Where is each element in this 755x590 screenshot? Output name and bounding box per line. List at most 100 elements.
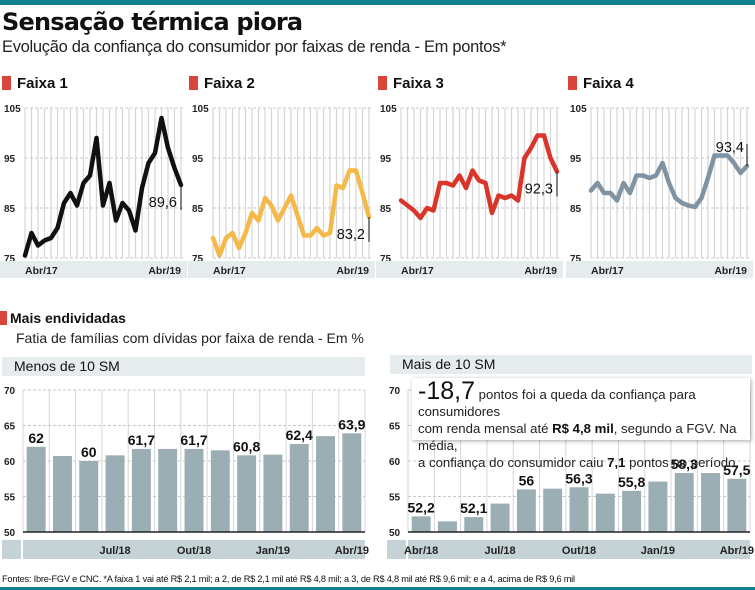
section-title: Mais endividadas bbox=[0, 310, 126, 326]
bar bbox=[727, 478, 747, 532]
bottom-accent-bar bbox=[0, 587, 755, 590]
x-tick-label: Abr/19 bbox=[720, 545, 754, 557]
bar bbox=[158, 448, 178, 532]
bar bbox=[316, 436, 336, 532]
y-tick-label: 85 bbox=[570, 204, 582, 215]
x-axis-band-stub bbox=[387, 540, 406, 559]
x-tick-label: Jan/19 bbox=[641, 545, 675, 557]
data-point bbox=[140, 186, 144, 190]
bar-value-label: 52,2 bbox=[408, 499, 435, 515]
data-point bbox=[121, 201, 124, 205]
annotation-bold: R$ 4,8 mil bbox=[552, 421, 614, 436]
y-tick-label: 85 bbox=[380, 204, 392, 215]
y-tick-label: 95 bbox=[380, 154, 392, 165]
data-point bbox=[160, 116, 163, 120]
data-point bbox=[622, 181, 625, 185]
annotation-line-3: a confiança do consumidor caiu 7,1 ponto… bbox=[418, 454, 744, 471]
line-chart-faixa-1: 75 85 95 105 Abr/17 Abr/19 89,6 bbox=[0, 104, 187, 278]
bar bbox=[263, 454, 283, 532]
page-subtitle: Evolução da confiança do consumidor por … bbox=[2, 38, 507, 56]
data-point bbox=[667, 181, 671, 185]
data-point bbox=[276, 219, 280, 222]
annotation-text: pontos no período bbox=[625, 455, 736, 470]
annotation-text: , segundo a FGV. Na média, bbox=[418, 421, 737, 453]
data-point bbox=[661, 161, 664, 165]
data-point bbox=[635, 174, 638, 177]
data-point bbox=[412, 209, 416, 212]
data-point bbox=[615, 199, 619, 202]
data-point bbox=[687, 204, 690, 207]
y-tick-label: 60 bbox=[4, 457, 16, 468]
data-point bbox=[270, 204, 273, 207]
y-tick-label: 70 bbox=[4, 386, 16, 397]
data-point bbox=[648, 176, 651, 180]
bar bbox=[184, 448, 204, 532]
y-tick-label: 50 bbox=[389, 528, 401, 539]
data-point bbox=[361, 191, 364, 195]
y-tick-label: 65 bbox=[4, 422, 16, 433]
data-point bbox=[88, 174, 92, 177]
data-point bbox=[542, 134, 546, 137]
data-point bbox=[341, 186, 345, 190]
bar bbox=[464, 517, 484, 532]
data-point bbox=[218, 254, 221, 257]
annotation-text: com renda mensal até bbox=[418, 421, 553, 436]
annotation-line-1: -18,7 pontos foi a queda da confiança pa… bbox=[418, 377, 744, 420]
data-point bbox=[43, 239, 46, 242]
bar-value-label: 61,7 bbox=[180, 432, 207, 448]
y-tick-label: 75 bbox=[380, 254, 392, 265]
data-point bbox=[693, 205, 697, 209]
data-point bbox=[322, 234, 325, 237]
section-subtitle: Fatia de famílias com dívidas por faixa … bbox=[16, 330, 364, 346]
bar-value-label: 63,9 bbox=[338, 416, 365, 432]
red-square-marker bbox=[2, 76, 11, 90]
bar-panel-header-menos: Menos de 10 SM bbox=[2, 357, 365, 376]
data-point bbox=[523, 156, 526, 160]
data-point bbox=[700, 196, 703, 200]
bar bbox=[595, 493, 615, 532]
line-chart-faixa-3: 75 85 95 105 Abr/17 Abr/19 92,3 bbox=[376, 104, 563, 278]
data-point bbox=[114, 219, 118, 222]
data-point bbox=[503, 196, 507, 200]
bar bbox=[701, 473, 721, 532]
bar-value-label: 62,4 bbox=[286, 427, 313, 443]
data-point bbox=[732, 161, 736, 165]
data-point bbox=[173, 166, 176, 170]
data-point bbox=[589, 189, 593, 192]
page-title: Sensação térmica piora bbox=[2, 8, 303, 36]
data-point bbox=[335, 184, 338, 187]
bar-value-label: 61,7 bbox=[128, 432, 155, 448]
y-tick-label: 75 bbox=[570, 254, 582, 265]
x-axis-band bbox=[0, 261, 187, 278]
annotation-big-number: -18,7 bbox=[418, 377, 475, 405]
x-tick-label: Abr/17 bbox=[25, 265, 58, 277]
y-tick-label: 50 bbox=[4, 528, 16, 539]
bar bbox=[79, 461, 99, 532]
data-point bbox=[354, 169, 358, 172]
x-tick-label: Jul/18 bbox=[99, 545, 130, 557]
y-tick-label: 60 bbox=[389, 457, 401, 468]
top-accent-bar bbox=[0, 0, 755, 5]
y-tick-label: 75 bbox=[192, 254, 204, 265]
data-point bbox=[49, 236, 53, 240]
x-tick-label: Abr/17 bbox=[213, 265, 246, 277]
data-point bbox=[309, 234, 312, 237]
data-point bbox=[536, 134, 539, 137]
data-point bbox=[134, 229, 137, 232]
bar-value-label: 56 bbox=[519, 472, 535, 488]
x-axis-band bbox=[23, 540, 365, 559]
bar bbox=[648, 481, 668, 532]
data-point bbox=[654, 174, 658, 177]
annotation-text: a confiança do consumidor caiu bbox=[418, 455, 608, 470]
footer-sources: Fontes: Ibre-FGV e CNC. *A faixa 1 vai a… bbox=[2, 574, 575, 584]
x-tick-label: Jul/18 bbox=[484, 545, 515, 557]
data-point bbox=[250, 211, 254, 215]
y-tick-label: 75 bbox=[4, 254, 16, 265]
data-point bbox=[237, 246, 241, 250]
data-point bbox=[445, 181, 448, 185]
data-point bbox=[739, 171, 742, 175]
data-point bbox=[82, 181, 85, 185]
y-tick-label: 95 bbox=[192, 154, 204, 165]
red-square-marker bbox=[189, 76, 198, 90]
last-value-label: 83,2 bbox=[337, 227, 365, 243]
